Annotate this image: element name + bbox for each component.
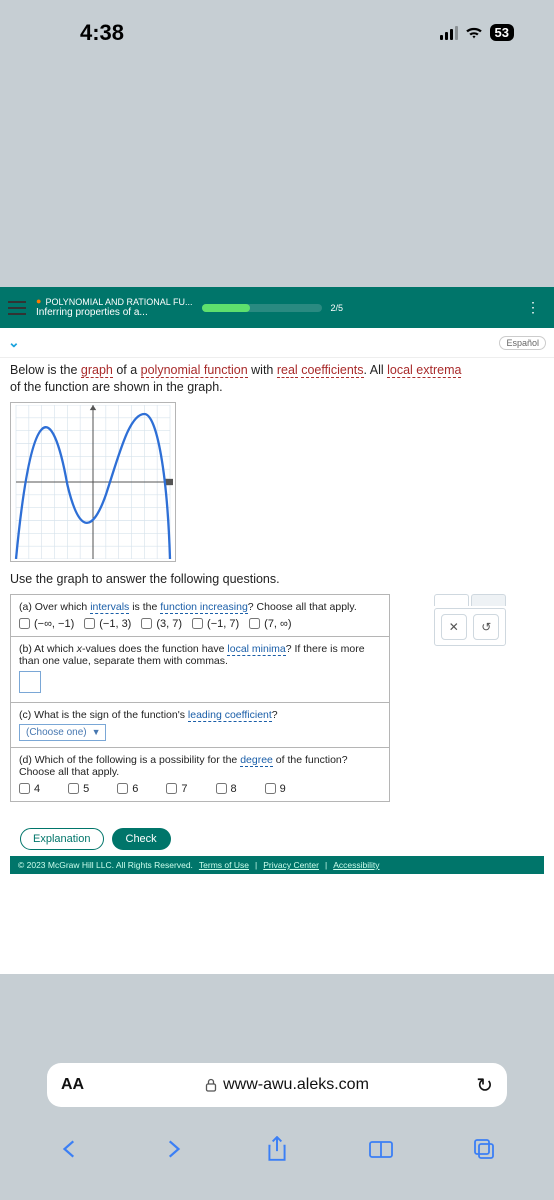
lesson-title: Inferring properties of a... — [36, 307, 192, 318]
safari-address-bar[interactable]: AA www-awu.aleks.com ↻ — [47, 1063, 507, 1107]
safari-toolbar — [0, 1117, 554, 1200]
reload-icon[interactable]: ↻ — [469, 1073, 493, 1098]
tool-tab-1[interactable] — [434, 594, 469, 606]
qa-option[interactable]: (−1, 7) — [192, 618, 239, 630]
qd-option[interactable]: 7 — [166, 783, 187, 795]
qa-option[interactable]: (7, ∞) — [249, 618, 291, 630]
lock-icon — [205, 1078, 217, 1092]
share-icon[interactable] — [263, 1135, 291, 1163]
qd-option[interactable]: 5 — [68, 783, 89, 795]
question-b: (b) At which x-values does the function … — [11, 636, 389, 702]
intro-text: Below is the graph of a polynomial funct… — [10, 362, 544, 396]
progress-label: 2/5 — [330, 303, 343, 313]
qd-option[interactable]: 4 — [19, 783, 40, 795]
undo-button[interactable]: ↺ — [473, 614, 499, 640]
webview: POLYNOMIAL AND RATIONAL FU... Inferring … — [0, 147, 554, 1117]
wifi-icon — [464, 26, 484, 40]
progress-bar: 2/5 — [202, 303, 510, 313]
qa-option[interactable]: (−∞, −1) — [19, 618, 74, 630]
explanation-button[interactable]: Explanation — [20, 828, 104, 850]
question-c: (c) What is the sign of the function's l… — [11, 702, 389, 747]
tool-palette: ✕ ↺ — [434, 594, 506, 646]
course-title: POLYNOMIAL AND RATIONAL FU... — [36, 297, 192, 307]
qd-option[interactable]: 9 — [265, 783, 286, 795]
graph-panel — [10, 402, 176, 562]
lesson-top-bar: POLYNOMIAL AND RATIONAL FU... Inferring … — [0, 287, 554, 328]
back-icon[interactable] — [56, 1135, 84, 1163]
battery-badge: 53 — [490, 24, 514, 41]
language-badge[interactable]: Español — [499, 336, 546, 350]
terms-link[interactable]: Terms of Use — [199, 860, 249, 870]
reader-aa-button[interactable]: AA — [61, 1076, 105, 1094]
status-right: 53 — [440, 24, 514, 41]
tabs-icon[interactable] — [470, 1135, 498, 1163]
qa-option[interactable]: (3, 7) — [141, 618, 182, 630]
copyright-text: © 2023 McGraw Hill LLC. All Rights Reser… — [18, 860, 193, 870]
privacy-link[interactable]: Privacy Center — [263, 860, 319, 870]
qa-option[interactable]: (−1, 3) — [84, 618, 131, 630]
question-a: (a) Over which intervals is the function… — [11, 595, 389, 636]
qd-option[interactable]: 8 — [216, 783, 237, 795]
clear-button[interactable]: ✕ — [441, 614, 467, 640]
cellular-icon — [440, 26, 458, 40]
check-button[interactable]: Check — [112, 828, 171, 850]
menu-icon[interactable] — [8, 301, 26, 315]
ios-status-bar: 4:38 53 — [0, 20, 554, 45]
more-icon[interactable]: ⋮ — [520, 299, 546, 316]
tool-tab-2[interactable] — [471, 594, 506, 606]
action-buttons: Explanation Check — [20, 828, 544, 850]
main-area: Below is the graph of a polynomial funct… — [0, 358, 554, 914]
accessibility-link[interactable]: Accessibility — [333, 860, 379, 870]
page-content: POLYNOMIAL AND RATIONAL FU... Inferring … — [0, 287, 554, 974]
footer-bar: © 2023 McGraw Hill LLC. All Rights Reser… — [10, 856, 544, 874]
qd-option[interactable]: 6 — [117, 783, 138, 795]
url-text: www-awu.aleks.com — [223, 1076, 369, 1094]
local-minima-input[interactable] — [19, 671, 41, 693]
question-d: (d) Which of the following is a possibil… — [11, 747, 389, 801]
leading-coeff-select[interactable]: (Choose one) — [19, 724, 106, 741]
status-time: 4:38 — [80, 20, 124, 46]
chevron-down-icon[interactable]: ⌄ — [8, 334, 20, 351]
bookmarks-icon[interactable] — [367, 1135, 395, 1163]
sub-bar: ⌄ Español — [0, 328, 554, 358]
forward-icon[interactable] — [159, 1135, 187, 1163]
question-panel: (a) Over which intervals is the function… — [10, 594, 390, 802]
question-prompt: Use the graph to answer the following qu… — [10, 572, 544, 586]
